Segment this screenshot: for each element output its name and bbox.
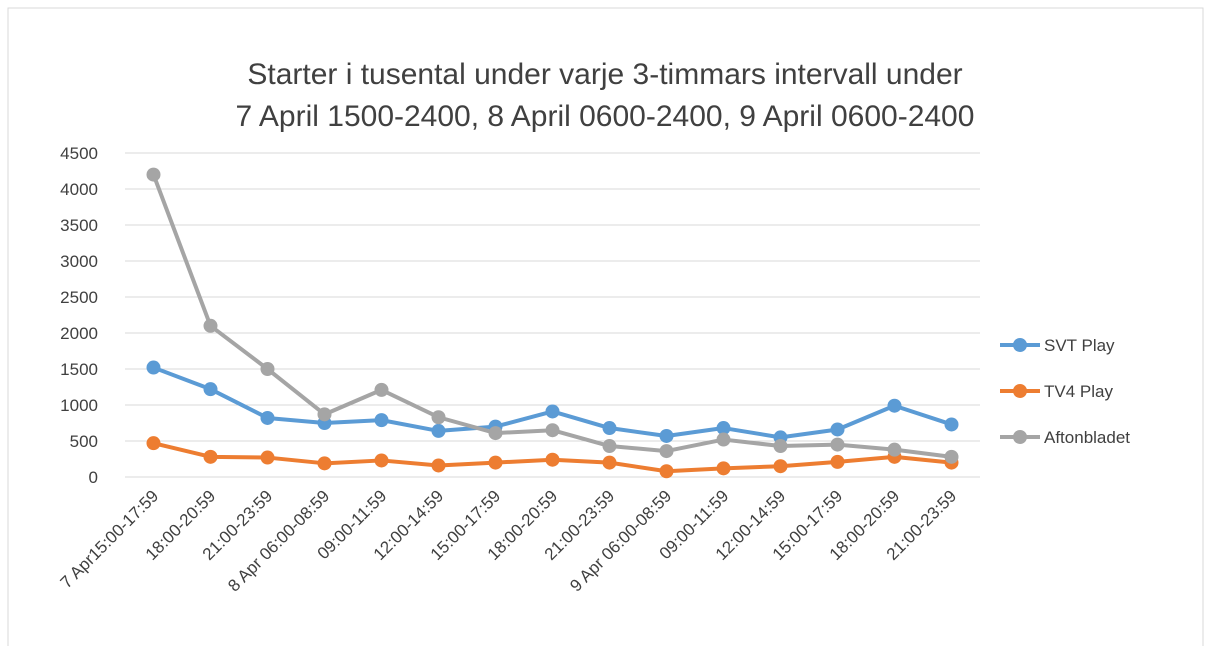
y-tick-label: 4000 bbox=[60, 180, 98, 199]
data-point bbox=[488, 426, 503, 441]
y-tick-label: 2000 bbox=[60, 324, 98, 343]
data-point bbox=[887, 442, 902, 457]
data-point bbox=[659, 444, 674, 459]
y-tick-label: 1500 bbox=[60, 360, 98, 379]
data-point bbox=[659, 428, 674, 443]
legend-label: TV4 Play bbox=[1044, 382, 1113, 401]
data-point bbox=[260, 450, 275, 465]
data-point bbox=[887, 398, 902, 413]
data-point bbox=[374, 413, 389, 428]
data-point bbox=[203, 449, 218, 464]
data-point bbox=[716, 432, 731, 447]
y-tick-label: 3500 bbox=[60, 216, 98, 235]
y-tick-label: 4500 bbox=[60, 144, 98, 163]
data-point bbox=[146, 436, 161, 451]
legend-label: SVT Play bbox=[1044, 336, 1115, 355]
legend-label: Aftonbladet bbox=[1044, 428, 1130, 447]
data-point bbox=[260, 410, 275, 425]
data-point bbox=[203, 382, 218, 397]
legend-swatch bbox=[1013, 338, 1027, 352]
x-tick-label: 8 Apr 06:00-08:59 bbox=[224, 486, 333, 595]
data-point bbox=[431, 458, 446, 473]
y-tick-label: 1000 bbox=[60, 396, 98, 415]
data-point bbox=[317, 456, 332, 471]
x-tick-label: 9 Apr 06:00-08:59 bbox=[566, 486, 675, 595]
y-tick-label: 2500 bbox=[60, 288, 98, 307]
data-point bbox=[260, 362, 275, 376]
data-point bbox=[602, 421, 617, 436]
chart-title: Starter i tusental under varje 3-timmars… bbox=[247, 58, 962, 91]
data-point bbox=[944, 417, 959, 432]
data-point bbox=[773, 459, 788, 474]
data-point bbox=[146, 360, 161, 375]
y-tick-label: 500 bbox=[70, 432, 98, 451]
data-point bbox=[830, 454, 845, 469]
data-point bbox=[146, 167, 161, 182]
legend-swatch bbox=[1013, 384, 1027, 398]
data-point bbox=[830, 422, 845, 437]
chart-title: 7 April 1500-2400, 8 April 0600-2400, 9 … bbox=[236, 100, 975, 133]
data-point bbox=[716, 461, 731, 476]
data-point bbox=[545, 423, 560, 438]
data-point bbox=[602, 455, 617, 470]
data-point bbox=[488, 455, 503, 470]
data-point bbox=[602, 439, 617, 454]
data-point bbox=[374, 382, 389, 397]
data-point bbox=[944, 449, 959, 464]
data-point bbox=[773, 439, 788, 454]
x-tick-label: 7 Apr15:00-17:59 bbox=[57, 486, 163, 592]
data-point bbox=[203, 318, 218, 333]
y-tick-label: 3000 bbox=[60, 252, 98, 271]
data-point bbox=[659, 464, 674, 479]
data-point bbox=[545, 452, 560, 467]
data-point bbox=[374, 453, 389, 468]
data-point bbox=[545, 404, 560, 419]
data-point bbox=[317, 407, 332, 422]
legend-swatch bbox=[1013, 430, 1027, 444]
data-point bbox=[431, 410, 446, 425]
data-point bbox=[830, 437, 845, 452]
data-point bbox=[431, 423, 446, 438]
y-tick-label: 0 bbox=[89, 468, 98, 487]
data-point bbox=[716, 421, 731, 436]
chart-frame bbox=[7, 7, 1204, 651]
